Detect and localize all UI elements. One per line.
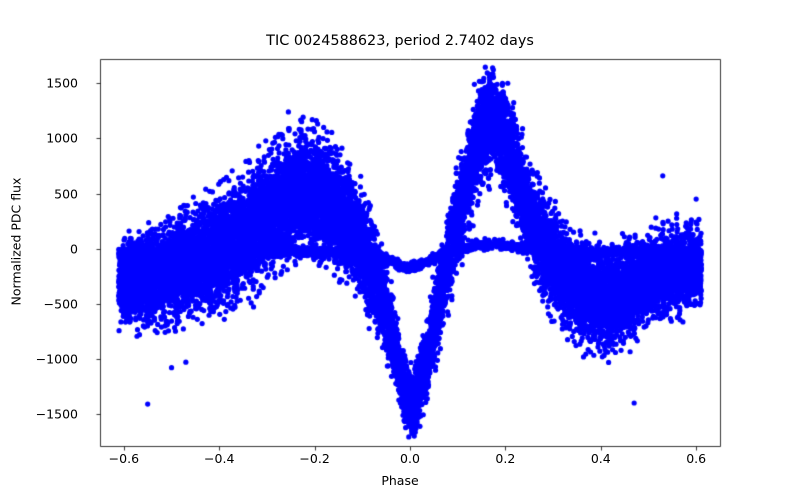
x-tick-label: −0.2: [299, 451, 330, 466]
y-axis-label: Normalized PDC flux: [8, 177, 24, 306]
y-tick-label: 500: [54, 186, 78, 201]
x-tick-label: 0.0: [400, 451, 420, 466]
y-tick-label: 1500: [46, 75, 78, 91]
y-tick-label: −500: [43, 296, 78, 312]
y-tick-label: −1500: [35, 406, 78, 422]
y-tick-label: −1000: [35, 351, 78, 367]
page-title: TIC 0024588623, period 2.7402 days: [266, 33, 534, 49]
x-axis-label: Phase: [381, 473, 419, 488]
y-tick-label: 1000: [46, 130, 78, 146]
x-tick-label: 0.6: [686, 451, 707, 466]
x-tick-label: 0.2: [495, 451, 516, 466]
x-tick-label: −0.4: [204, 451, 235, 466]
x-tick-label: −0.6: [108, 451, 140, 466]
x-tick-label: 0.4: [590, 451, 611, 466]
y-tick-label: 0: [70, 241, 78, 257]
